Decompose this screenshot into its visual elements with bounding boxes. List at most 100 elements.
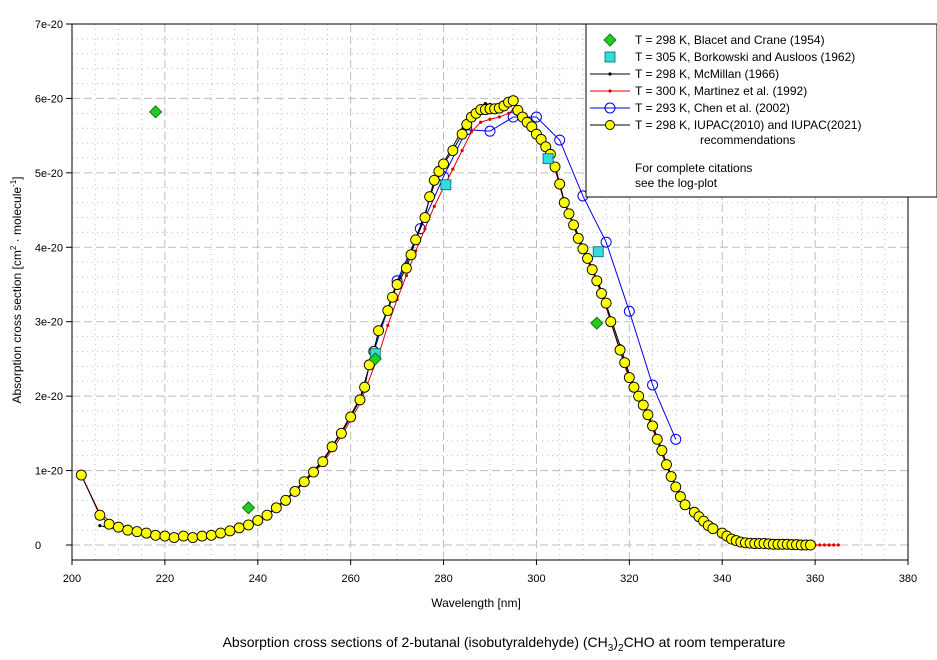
data-point-filled-circle <box>271 503 281 513</box>
data-point-filled-circle <box>188 533 198 543</box>
data-point-diamond <box>150 106 162 118</box>
data-point-filled-circle <box>132 527 142 537</box>
data-point-filled-circle <box>620 358 630 368</box>
data-point-filled-circle <box>680 500 690 510</box>
series-1 <box>370 154 603 359</box>
data-point-filled-circle <box>643 410 653 420</box>
data-point-filled-circle <box>425 192 435 202</box>
data-point-dot <box>488 118 491 121</box>
data-point-filled-circle <box>262 510 272 520</box>
data-point-filled-circle <box>457 129 467 139</box>
x-tick-label: 320 <box>620 573 638 585</box>
data-point-dot <box>423 227 426 230</box>
data-point-filled-circle <box>559 198 569 208</box>
data-point-filled-circle <box>178 531 188 541</box>
data-point-filled-circle <box>327 442 337 452</box>
data-point-dot <box>461 149 464 152</box>
data-point-filled-circle <box>355 395 365 405</box>
data-point-dot <box>386 324 389 327</box>
data-point-filled-circle <box>197 531 207 541</box>
data-point-filled-circle <box>411 235 421 245</box>
data-point-filled-circle <box>601 298 611 308</box>
data-point-filled-circle <box>113 522 123 532</box>
data-point-filled-circle <box>587 265 597 275</box>
data-point-filled-circle <box>374 326 384 336</box>
data-point-dot <box>470 130 473 133</box>
data-point-filled-circle <box>360 382 370 392</box>
data-point-filled-circle <box>309 467 319 477</box>
data-point-dot <box>405 274 408 277</box>
data-point-square <box>441 180 451 190</box>
x-tick-label: 380 <box>899 573 917 585</box>
y-tick-label: 1e-20 <box>35 466 63 478</box>
data-point-filled-circle <box>555 179 565 189</box>
data-point-filled-circle <box>629 382 639 392</box>
x-tick-label: 360 <box>806 573 824 585</box>
y-tick-label: 2e-20 <box>35 391 63 403</box>
data-point-dot <box>837 543 840 546</box>
data-point-filled-circle <box>243 520 253 530</box>
legend-item: T = 305 K, Borkowski and Ausloos (1962) <box>605 50 855 64</box>
data-point-dot <box>827 543 830 546</box>
data-point-dot <box>507 112 510 115</box>
data-point-filled-circle <box>76 470 86 480</box>
legend-item: T = 298 K, Blacet and Crane (1954) <box>604 33 825 47</box>
data-point-filled-circle <box>615 345 625 355</box>
data-point-filled-circle <box>318 457 328 467</box>
x-tick-label: 240 <box>249 573 267 585</box>
legend-label-line2: recommendations <box>700 133 795 147</box>
data-point-filled-circle <box>206 530 216 540</box>
data-point-dot <box>451 168 454 171</box>
data-point-filled-circle <box>104 519 114 529</box>
data-point-filled-circle <box>652 434 662 444</box>
y-tick-label: 7e-20 <box>35 19 63 31</box>
x-axis-label: Wavelength [nm] <box>431 596 521 610</box>
legend-filled-circle-icon <box>606 121 615 130</box>
data-point-filled-circle <box>569 220 579 230</box>
data-point-square <box>593 247 603 257</box>
data-point-filled-circle <box>141 528 151 538</box>
data-point-dot <box>832 543 835 546</box>
data-point-filled-circle <box>606 317 616 327</box>
data-point-filled-circle <box>123 525 133 535</box>
data-point-filled-circle <box>596 288 606 298</box>
data-point-filled-circle <box>671 482 681 492</box>
data-point-filled-circle <box>401 263 411 273</box>
data-point-filled-circle <box>583 253 593 263</box>
data-point-filled-circle <box>657 445 667 455</box>
data-point-filled-circle <box>708 524 718 534</box>
legend-label: T = 305 K, Borkowski and Ausloos (1962) <box>635 50 855 64</box>
legend-square-icon <box>605 52 615 62</box>
legend-dot-icon <box>608 89 611 92</box>
data-point-filled-circle <box>592 276 602 286</box>
data-point-filled-circle <box>439 159 449 169</box>
y-tick-label: 6e-20 <box>35 93 63 105</box>
data-point-diamond <box>591 317 603 329</box>
x-tick-label: 260 <box>341 573 359 585</box>
data-point-filled-circle <box>151 530 161 540</box>
x-tick-label: 220 <box>156 573 174 585</box>
data-point-filled-circle <box>666 472 676 482</box>
data-point-dot <box>818 543 821 546</box>
legend-label: T = 300 K, Martinez et al. (1992) <box>635 84 807 98</box>
y-tick-label: 4e-20 <box>35 242 63 254</box>
legend-label: T = 293 K, Chen et al. (2002) <box>635 101 790 115</box>
data-point-filled-circle <box>234 523 244 533</box>
data-point-filled-circle <box>169 533 179 543</box>
legend: T = 298 K, Blacet and Crane (1954) T = 30… <box>586 24 937 197</box>
data-point-filled-circle <box>392 280 402 290</box>
legend-label: T = 298 K, McMillan (1966) <box>635 67 779 81</box>
chart-title: Absorption cross sections of 2-butanal (… <box>223 634 786 654</box>
data-point-dot <box>823 543 826 546</box>
x-tick-label: 300 <box>527 573 545 585</box>
data-point-dot <box>98 524 101 527</box>
data-point-filled-circle <box>429 175 439 185</box>
data-point-filled-circle <box>225 526 235 536</box>
data-point-square <box>543 154 553 164</box>
data-point-filled-circle <box>508 96 518 106</box>
data-point-filled-circle <box>216 528 226 538</box>
y-tick-label: 0 <box>35 540 41 552</box>
legend-label: T = 298 K, Blacet and Crane (1954) <box>635 33 825 47</box>
y-tick-label: 5e-20 <box>35 168 63 180</box>
